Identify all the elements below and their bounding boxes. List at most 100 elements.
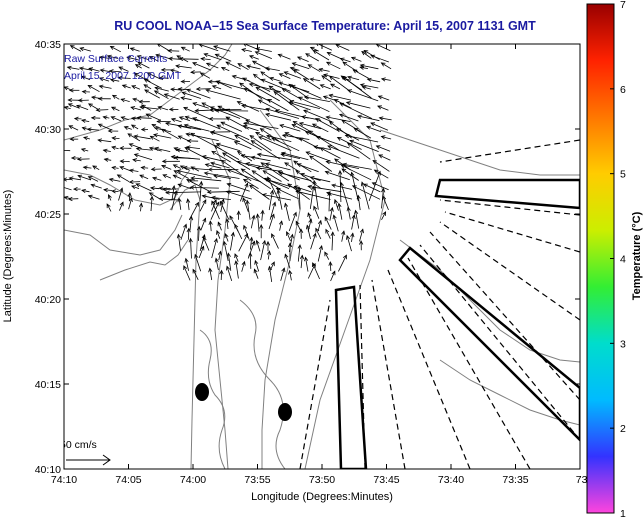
current-vector-head <box>111 165 117 171</box>
current-vector <box>99 77 110 82</box>
y-tick-label: 40:20 <box>35 294 61 306</box>
current-vector <box>241 105 269 111</box>
current-vector-head <box>271 137 277 142</box>
colorbar-label: Temperature (°C) <box>631 211 643 300</box>
current-vector-head <box>299 228 304 234</box>
current-vector-head <box>207 79 213 84</box>
current-vector-head <box>215 80 221 85</box>
current-vector <box>104 158 112 161</box>
current-vector <box>134 135 151 140</box>
current-vector <box>303 78 321 90</box>
current-vector-head <box>73 116 79 121</box>
current-vector-head <box>349 139 355 144</box>
current-vector <box>293 160 312 173</box>
current-vector <box>211 238 218 259</box>
current-vector <box>321 75 332 83</box>
current-vector-head <box>322 95 328 100</box>
current-vector <box>91 184 102 189</box>
current-vector-head <box>103 157 109 162</box>
current-vector <box>112 94 120 100</box>
current-vector-head <box>275 187 281 192</box>
current-vector <box>173 164 181 169</box>
current-vector-head <box>152 176 157 181</box>
current-vector <box>260 240 266 261</box>
current-vector <box>150 135 160 142</box>
current-vector-head <box>242 124 248 129</box>
current-vector-head <box>318 67 324 72</box>
current-vector <box>284 254 291 269</box>
current-vector-head <box>161 159 167 164</box>
current-vector <box>341 119 361 132</box>
current-vector <box>204 172 240 179</box>
current-vector <box>146 113 162 121</box>
current-vector <box>88 85 100 93</box>
current-vector-head <box>255 166 261 171</box>
current-vector <box>277 189 283 210</box>
current-vector <box>198 246 204 259</box>
current-vector-head <box>111 145 116 150</box>
current-vector-head <box>293 185 299 190</box>
current-vector-head <box>131 185 136 190</box>
current-vector-head <box>304 256 309 262</box>
current-vector-head <box>284 202 289 208</box>
current-vector <box>255 51 272 59</box>
current-vector-head <box>194 201 199 207</box>
current-vector-head <box>149 135 155 140</box>
current-vector-head <box>231 74 237 79</box>
current-vector-head <box>265 112 270 118</box>
current-vector-head <box>344 134 350 139</box>
current-vector-head <box>239 82 244 87</box>
current-vector-head <box>251 60 257 65</box>
current-vector-head <box>248 55 254 59</box>
current-vector-head <box>87 176 93 181</box>
current-vector <box>284 162 300 172</box>
current-vector <box>297 163 319 173</box>
current-vector-head <box>350 56 356 61</box>
current-vector-head <box>186 198 191 204</box>
current-vector <box>360 84 379 89</box>
current-vector-head <box>272 201 277 207</box>
current-vector <box>299 122 322 130</box>
current-vector <box>345 135 379 143</box>
current-vector <box>112 167 119 169</box>
current-vector-head <box>312 179 317 185</box>
current-vector-head <box>109 45 115 50</box>
current-vector-head <box>380 135 386 140</box>
current-vector <box>127 133 141 142</box>
current-vector-head <box>123 126 129 130</box>
current-vector <box>163 188 179 190</box>
current-vector <box>134 73 151 83</box>
current-vector <box>342 76 372 99</box>
current-vector-head <box>209 130 215 135</box>
current-vector <box>309 186 314 209</box>
current-vector-head <box>225 116 231 121</box>
current-vector-head <box>192 102 198 107</box>
current-vector <box>140 203 142 212</box>
current-vector-head <box>109 78 115 83</box>
current-vector <box>205 164 222 169</box>
current-vector-head <box>242 121 248 126</box>
current-vector-head <box>321 75 327 80</box>
current-vector-head <box>176 233 181 239</box>
current-vector <box>199 181 202 202</box>
current-vector <box>357 115 380 122</box>
current-vector <box>324 252 330 260</box>
current-vector-head <box>328 121 334 126</box>
current-vector-head <box>173 155 179 160</box>
current-vector-head <box>262 239 267 245</box>
current-vector <box>210 106 241 119</box>
current-vector <box>162 174 172 179</box>
current-vector-head <box>133 73 139 77</box>
current-vector-head <box>226 169 232 173</box>
current-vector <box>83 166 92 169</box>
current-vector-head <box>265 240 271 246</box>
current-vector-head <box>341 230 346 236</box>
current-vector-head <box>350 232 355 238</box>
current-vector-head <box>284 162 289 167</box>
current-vector-head <box>280 151 286 156</box>
current-vector-head <box>259 128 265 133</box>
current-vector <box>266 179 300 190</box>
current-vector-head <box>98 77 104 82</box>
current-vector <box>216 143 241 152</box>
current-vector <box>313 50 330 61</box>
